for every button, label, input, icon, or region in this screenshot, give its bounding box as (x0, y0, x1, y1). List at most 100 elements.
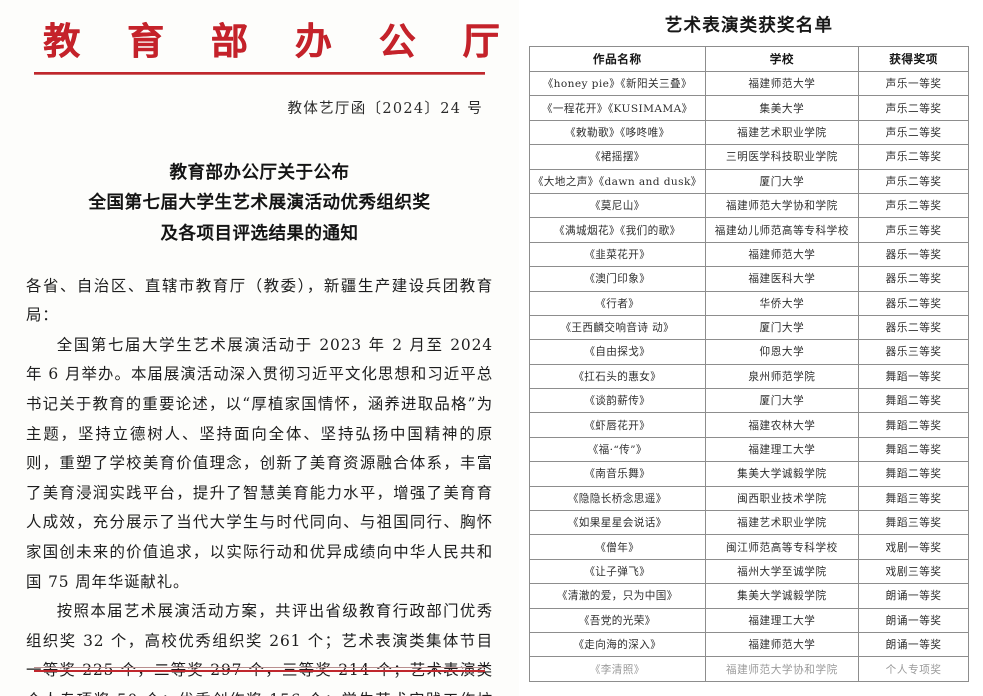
cell-award: 器乐三等奖 (858, 339, 969, 365)
cell-work-name: 《李清照》 (529, 656, 706, 682)
cell-work-name: 《一程花开》《KUSIMAMA》 (529, 95, 706, 121)
cell-award: 器乐二等奖 (858, 266, 969, 292)
table-row: 《虾唇花开》 福建农林大学 舞蹈二等奖 (529, 412, 969, 438)
document-title-line-3: 及各项目评选结果的通知 (160, 224, 359, 245)
cell-work-name: 《莫尼山》 (529, 192, 706, 219)
cell-work-name: 《隐隐长桥念思遥》 (529, 485, 706, 512)
table-row: 《李清照》 福建师范大学协和学院 个人专项奖 (529, 656, 969, 682)
table-row: 《僧年》 闽江师范高等专科学校 戏剧一等奖 (529, 534, 969, 560)
cell-award: 舞蹈二等奖 (858, 461, 969, 487)
cell-school: 福建农林大学 (704, 412, 860, 438)
cell-work-name: 《扛石头的惠女》 (529, 363, 706, 390)
cell-school: 泉州师范学院 (704, 363, 860, 390)
cell-work-name: 《让子弹飞》 (529, 558, 706, 585)
cell-award: 朗诵一等奖 (858, 583, 969, 609)
cell-school: 福建理工大学 (704, 607, 860, 633)
table-row: 《自由探戈》 仰恩大学 器乐三等奖 (529, 339, 969, 365)
document-title-line-1: 教育部办公厅关于公布 (169, 162, 350, 183)
cell-school: 福建师范大学 (704, 70, 860, 97)
cell-school: 闽西职业技术学院 (704, 485, 860, 512)
cell-award: 舞蹈一等奖 (858, 363, 969, 390)
document-body: 各省、自治区、直辖市教育厅（教委），新疆生产建设兵团教育局： 全国第七届大学生艺… (26, 272, 493, 696)
table-row: 《澳门印象》 福建医科大学 器乐二等奖 (529, 266, 969, 292)
cell-award: 声乐二等奖 (858, 95, 969, 121)
table-row: 《裙摇摆》 三明医学科技职业学院 声乐二等奖 (529, 144, 969, 170)
table-row: 《吾党的光荣》 福建理工大学 朗诵一等奖 (529, 607, 969, 633)
document-paragraph-2: 按照本届艺术展演活动方案，共评出省级教育行政部门优秀组织奖 32 个，高校优秀组… (26, 602, 493, 696)
table-header-row: 作品名称 学校 获得奖项 (529, 46, 969, 72)
table-row: 《南音乐舞》 集美大学诚毅学院 舞蹈二等奖 (529, 461, 969, 487)
table-row: 《如果星星会说话》 福建艺术职业学院 舞蹈三等奖 (529, 510, 969, 536)
table-title: 艺术表演类获奖名单 (664, 16, 834, 36)
cell-school: 福建医科大学 (704, 266, 860, 292)
cell-school: 厦门大学 (704, 168, 860, 194)
table-row: 《一程花开》《KUSIMAMA》 集美大学 声乐二等奖 (529, 95, 969, 121)
cell-school: 厦门大学 (704, 388, 860, 414)
cell-school: 华侨大学 (704, 290, 860, 316)
cell-award: 舞蹈二等奖 (858, 412, 969, 438)
table-row: 《敕勒歌》《哆咚唯》 福建艺术职业学院 声乐二等奖 (529, 119, 969, 146)
table-row: 《莫尼山》 福建师范大学协和学院 声乐二等奖 (529, 192, 969, 219)
table-row: 《行者》 华侨大学 器乐二等奖 (529, 290, 969, 316)
document-title: 教育部办公厅关于公布 全国第七届大学生艺术展演活动优秀组织奖 及各项目评选结果的… (26, 158, 493, 250)
cell-award: 器乐二等奖 (858, 290, 969, 316)
cell-school: 福州大学至诚学院 (704, 558, 860, 585)
award-list-page: 艺术表演类获奖名单 作品名称 学校 获得奖项 《honey pie》《新阳关三叠… (519, 0, 983, 696)
table-row: 《福·“传”》 福建理工大学 舞蹈二等奖 (529, 436, 969, 463)
cell-work-name: 《裙摇摆》 (529, 144, 706, 170)
cell-award: 声乐二等奖 (858, 168, 969, 194)
cell-work-name: 《福·“传”》 (529, 436, 706, 463)
cell-work-name: 《大地之声》《dawn and dusk》 (529, 168, 706, 194)
table-row: 《谈韵薪传》 厦门大学 舞蹈二等奖 (529, 388, 969, 414)
official-document-page: 教 育 部 办 公 厅 教体艺厅函〔2024〕24 号 教育部办公厅关于公布 全… (26, 0, 517, 696)
cell-award: 舞蹈三等奖 (858, 510, 969, 536)
cell-award: 个人专项奖 (858, 656, 969, 682)
cell-work-name: 《澳门印象》 (529, 266, 706, 292)
document-content: 教 育 部 办 公 厅 教体艺厅函〔2024〕24 号 教育部办公厅关于公布 全… (26, 0, 517, 696)
cell-award: 朗诵一等奖 (858, 607, 969, 633)
cell-award: 器乐二等奖 (858, 314, 969, 341)
cell-school: 福建艺术职业学院 (704, 119, 860, 146)
cell-school: 三明医学科技职业学院 (704, 144, 860, 170)
table-row: 《满城烟花》《我们的歌》 福建幼儿师范高等专科学校 声乐三等奖 (529, 217, 969, 243)
cell-work-name: 《韭菜花开》 (529, 241, 706, 268)
table-row: 《清澈的爱，只为中国》 集美大学诚毅学院 朗诵一等奖 (529, 583, 969, 609)
cell-award: 声乐一等奖 (858, 70, 969, 97)
table-row: 《honey pie》《新阳关三叠》 福建师范大学 声乐一等奖 (529, 70, 969, 97)
letterhead-title: 教 育 部 办 公 厅 (43, 19, 517, 63)
cell-work-name: 《吾党的光荣》 (529, 607, 706, 633)
table-row: 《扛石头的惠女》 泉州师范学院 舞蹈一等奖 (529, 363, 969, 390)
document-letterhead: 教 育 部 办 公 厅 (26, 0, 517, 75)
cell-school: 福建理工大学 (704, 436, 860, 463)
column-header-school: 学校 (704, 46, 860, 72)
cell-school: 福建艺术职业学院 (704, 510, 860, 536)
cell-work-name: 《南音乐舞》 (529, 461, 706, 487)
table-row: 《让子弹飞》 福州大学至诚学院 戏剧三等奖 (529, 558, 969, 585)
cell-work-name: 《满城烟花》《我们的歌》 (529, 217, 706, 243)
cell-work-name: 《如果星星会说话》 (529, 510, 706, 536)
cell-award: 朗诵一等奖 (858, 631, 969, 658)
cell-award: 戏剧三等奖 (858, 558, 969, 585)
cell-school: 福建师范大学 (704, 631, 860, 658)
table-row: 《韭菜花开》 福建师范大学 器乐一等奖 (529, 241, 969, 268)
document-addressee: 各省、自治区、直辖市教育厅（教委），新疆生产建设兵团教育局： (26, 276, 493, 325)
cell-work-name: 《行者》 (529, 290, 706, 316)
cell-work-name: 《敕勒歌》《哆咚唯》 (529, 119, 706, 146)
cell-award: 舞蹈二等奖 (858, 436, 969, 463)
cell-school: 闽江师范高等专科学校 (704, 534, 860, 560)
cell-school: 厦门大学 (704, 314, 860, 341)
cell-work-name: 《清澈的爱，只为中国》 (529, 583, 706, 609)
document-footer-red-rule (34, 667, 485, 672)
table-row: 《王西麟交响音诗 动》 厦门大学 器乐二等奖 (529, 314, 969, 341)
letterhead-red-rule (34, 71, 485, 75)
cell-award: 器乐一等奖 (858, 241, 969, 268)
cell-school: 集美大学诚毅学院 (704, 461, 860, 487)
cell-school: 福建师范大学 (704, 241, 860, 268)
cell-award: 舞蹈二等奖 (858, 388, 969, 414)
cell-school: 福建师范大学协和学院 (704, 656, 860, 682)
cell-award: 舞蹈三等奖 (858, 485, 969, 512)
table-row: 《隐隐长桥念思遥》 闽西职业技术学院 舞蹈三等奖 (529, 485, 969, 512)
table-row: 《走向海的深入》 福建师范大学 朗诵一等奖 (529, 631, 969, 658)
document-number: 教体艺厅函〔2024〕24 号 (287, 100, 483, 117)
